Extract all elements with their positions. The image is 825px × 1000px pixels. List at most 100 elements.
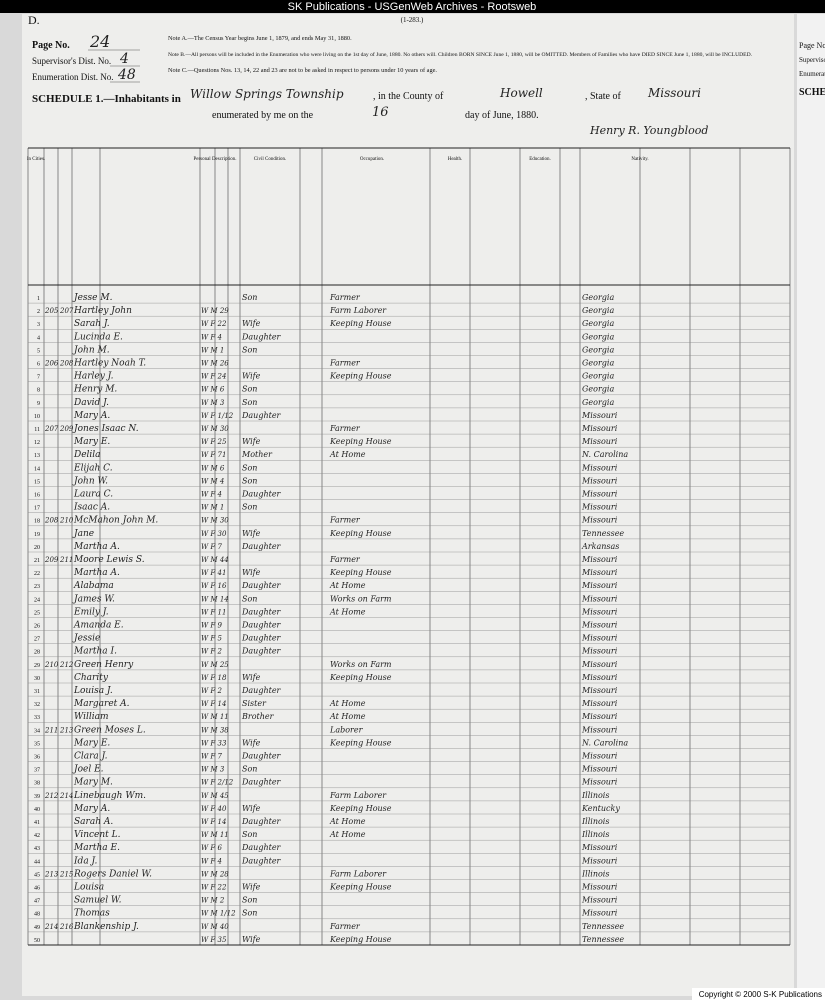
column-header: Education. [529,157,551,162]
color-sex-age: W F 1/12 [201,412,234,420]
color-sex-age: W F 24 [201,373,226,381]
line-number: 28 [34,650,40,656]
relationship: Wife [242,804,261,813]
page-label: Page No. [32,40,70,51]
person-name: Martha A. [73,568,120,578]
line-number: 48 [34,912,40,918]
color-sex-age: W F 7 [201,543,223,551]
line-number: 24 [34,597,40,603]
occupation: Keeping House [329,738,392,747]
relationship: Son [242,476,257,485]
person-name: Green Henry [74,660,134,670]
birthplace: Missouri [581,725,618,734]
enumeration-no: 48 [117,67,136,83]
occupation: Keeping House [329,883,392,892]
supervisor-label: Supervisor's Dist. No. [32,56,111,66]
person-name: Louisa [73,883,104,893]
birthplace: Georgia [582,372,614,381]
person-name: Thomas [74,909,110,919]
birthplace: Illinois [581,817,609,826]
color-sex-age: W F 71 [201,451,226,459]
color-sex-age: W F 4 [201,857,222,865]
copyright: Copyright © 2000 S-K Publications [699,990,822,999]
person-name: Martha I. [73,647,117,657]
enumerator-signature: Henry R. Youngblood [589,124,708,137]
note: Note B.—All persons will be included in … [168,51,753,58]
county: Howell [499,86,543,100]
relationship: Daughter [241,581,282,590]
color-sex-age: W M 29 [201,307,229,315]
color-sex-age: W M 40 [201,923,229,931]
person-name: Moore Lewis S. [73,555,145,565]
table-grid: In Cities. Personal Description. Civil Con… [27,147,791,946]
person-name: Amanda E. [73,621,124,631]
color-sex-age: W M 6 [201,464,225,472]
occupation: Keeping House [329,437,392,446]
relationship: Daughter [241,542,282,551]
person-name: Sarah A. [74,817,113,827]
line-number: 23 [34,584,40,590]
side-page-label: Page No. [799,41,825,50]
line-number: 33 [34,715,40,721]
relationship: Sister [242,699,267,708]
person-name: Hartley John [73,306,132,316]
occupation: Keeping House [329,529,392,538]
birthplace: Kentucky [581,804,620,813]
person-name: Sarah J. [74,319,110,329]
birthplace: Missouri [581,463,618,472]
county-label: , in the County of [373,91,444,102]
dwelling-number: 207 [44,425,59,433]
birthplace: Georgia [582,293,614,302]
relationship: Son [242,830,257,839]
line-number: 31 [34,689,40,695]
occupation: Keeping House [329,935,392,944]
relationship: Daughter [241,647,282,656]
person-name: Jessie [72,634,100,644]
column-header: Civil Condition. [254,157,287,162]
person-name: Blankenship J. [73,922,139,932]
family-number: 211 [59,556,73,564]
dwelling-number: 209 [44,556,59,564]
family-number: 215 [59,870,74,878]
color-sex-age: W F 2 [201,648,223,656]
birthplace: Georgia [582,385,614,394]
line-number: 34 [34,728,40,734]
relationship: Daughter [241,843,282,852]
line-number: 44 [34,859,40,865]
family-number: 210 [59,517,74,525]
birthplace: Missouri [581,581,618,590]
color-sex-age: W F 35 [201,936,227,944]
supervisor-no: 4 [119,51,129,67]
line-number: 17 [34,506,40,512]
relationship: Wife [242,883,261,892]
color-sex-age: W F 40 [201,805,227,813]
column-header: Occupation. [360,157,384,162]
color-sex-age: W F 33 [201,739,227,747]
relationship: Daughter [241,778,282,787]
line-number: 46 [34,886,40,892]
line-number: 40 [34,807,40,813]
dwelling-number: 206 [44,360,59,368]
next-page-strip [797,14,825,996]
line-number: 12 [34,440,40,446]
color-sex-age: W M 4 [201,477,224,485]
township: Willow Springs Township [190,87,344,101]
relationship: Daughter [241,686,282,695]
birthplace: Missouri [581,503,618,512]
color-sex-age: W F 25 [201,438,227,446]
family-number: 209 [59,425,74,433]
person-name: Jane [72,529,94,539]
color-sex-age: W M 14 [201,595,229,603]
color-sex-age: W F 16 [201,582,227,590]
color-sex-age: W F 4 [201,491,222,499]
birthplace: Illinois [581,869,609,878]
person-name: Joel E. [72,765,104,775]
color-sex-age: W M 30 [201,517,229,525]
notes: Note A.—The Census Year begins June 1, 1… [168,35,753,74]
line-number: 47 [34,899,40,905]
birthplace: Tennessee [582,529,624,538]
birthplace: Missouri [581,555,618,564]
birthplace: Tennessee [582,922,624,931]
